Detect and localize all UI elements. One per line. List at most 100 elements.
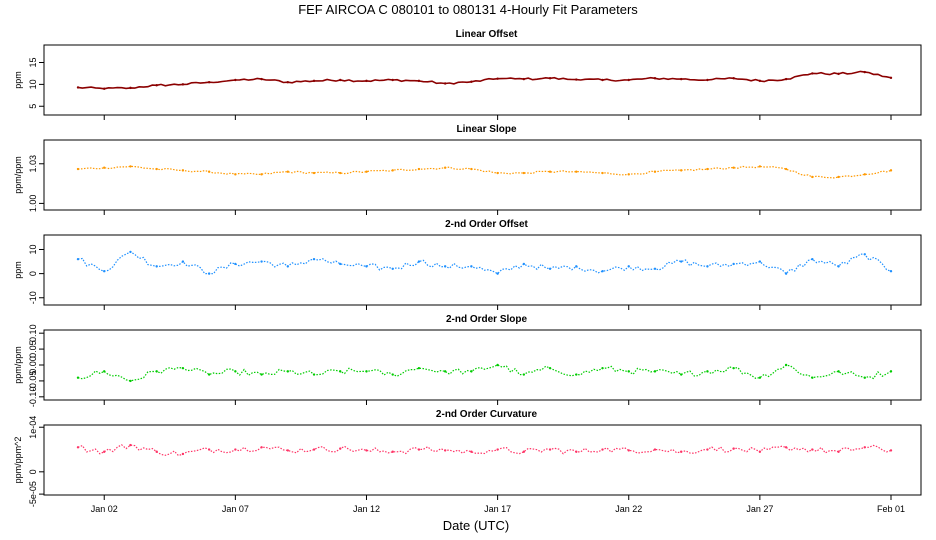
data-point [496, 272, 499, 275]
data-point [365, 449, 368, 452]
data-point [260, 77, 263, 81]
data-point [339, 447, 342, 450]
data-point [286, 170, 290, 173]
data-point [155, 265, 158, 268]
data-point [653, 170, 657, 173]
data-point [496, 77, 499, 80]
y-axis-label: ppm/ppm [13, 156, 23, 194]
data-point [863, 173, 866, 176]
data-point [863, 253, 866, 256]
data-point [889, 270, 893, 273]
data-point [706, 78, 709, 82]
data-point [653, 267, 657, 270]
data-point [286, 80, 290, 84]
data-point [76, 257, 80, 261]
data-point [601, 366, 604, 370]
data-point [601, 270, 604, 273]
x-tick-label: Jan 27 [746, 504, 773, 514]
data-point [76, 376, 80, 379]
y-tick-label: 0.00 [28, 356, 38, 374]
data-point [679, 169, 683, 172]
data-point [443, 265, 447, 268]
chart-panel-1: Linear Offset ppm 5 10 15 [13, 29, 922, 120]
x-tick-label: Feb 01 [877, 504, 905, 514]
data-point [496, 363, 499, 367]
y-tick-label: -5e-05 [28, 481, 38, 507]
data-point [181, 452, 185, 456]
data-point [679, 260, 683, 263]
panel-frame [43, 424, 922, 496]
data-point [522, 171, 526, 175]
data-point [417, 167, 421, 171]
data-point [391, 267, 394, 270]
data-point [286, 370, 290, 373]
data-point [391, 450, 394, 453]
data-point [312, 257, 316, 261]
chart-panel-2: Linear Slope ppm/ppm 1.00 1.03 [13, 124, 922, 215]
data-point [181, 169, 185, 172]
data-point [339, 171, 342, 175]
data-point [207, 373, 211, 376]
data-point [732, 77, 735, 80]
data-point [129, 250, 132, 254]
data-point [863, 70, 866, 74]
panel-frame [43, 139, 922, 211]
x-tick-label: Jan 02 [91, 504, 118, 514]
data-point [811, 257, 814, 261]
data-point [155, 370, 158, 373]
panel-title: Linear Slope [456, 124, 516, 135]
data-point [470, 167, 473, 171]
data-point [234, 173, 237, 176]
chart-main-title: FEF AIRCOA C 080101 to 080131 4-Hourly F… [298, 2, 638, 17]
data-point [548, 366, 552, 370]
data-point [679, 373, 683, 376]
y-tick-label: -0.10 [28, 387, 38, 408]
data-point [76, 86, 80, 89]
data-point [706, 448, 709, 451]
data-point [76, 446, 80, 449]
data-point [391, 373, 394, 376]
data-point [837, 175, 840, 179]
data-point [391, 78, 394, 82]
y-axis-label: ppm/ppm^2 [13, 437, 23, 484]
data-point [811, 175, 814, 179]
data-point [443, 166, 447, 169]
data-point [129, 165, 132, 168]
data-point [548, 448, 552, 451]
data-point [234, 370, 237, 373]
y-tick-label: 5 [28, 104, 38, 109]
data-point [575, 170, 578, 173]
data-point [181, 366, 185, 370]
y-axis-label: ppm [13, 71, 23, 89]
y-tick-label: 15 [28, 57, 38, 67]
data-point [76, 167, 80, 171]
data-point [758, 79, 762, 83]
data-point [155, 450, 158, 453]
data-point [653, 77, 657, 80]
panel-title: 2-nd Order Offset [445, 219, 528, 230]
y-tick-label: 0 [28, 271, 38, 276]
data-point [522, 77, 526, 81]
data-point [758, 260, 762, 263]
data-point [103, 450, 106, 453]
data-point [443, 82, 447, 85]
data-point [522, 373, 526, 376]
data-point [470, 80, 473, 83]
data-point [732, 166, 735, 169]
chart-panel-4: 2-nd Order Slope ppm/ppm -0.10-0.050.000.0… [13, 314, 922, 408]
data-point [234, 262, 237, 266]
data-point [181, 83, 185, 86]
data-point [260, 173, 263, 176]
data-point [496, 448, 499, 451]
data-point [889, 76, 893, 80]
data-point [417, 366, 421, 370]
data-point [365, 265, 368, 268]
data-point [706, 265, 709, 268]
data-point [837, 450, 840, 453]
data-point [627, 370, 630, 373]
data-point [234, 78, 237, 82]
data-point [784, 363, 788, 367]
series-line [77, 444, 892, 457]
